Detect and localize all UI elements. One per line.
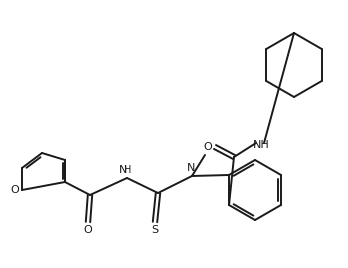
Text: NH: NH bbox=[253, 140, 269, 150]
Text: O: O bbox=[204, 142, 212, 152]
Text: O: O bbox=[11, 185, 19, 195]
Text: N: N bbox=[187, 163, 195, 173]
Text: O: O bbox=[84, 225, 92, 235]
Text: N: N bbox=[119, 165, 127, 175]
Text: H: H bbox=[124, 165, 132, 175]
Text: S: S bbox=[151, 225, 159, 235]
